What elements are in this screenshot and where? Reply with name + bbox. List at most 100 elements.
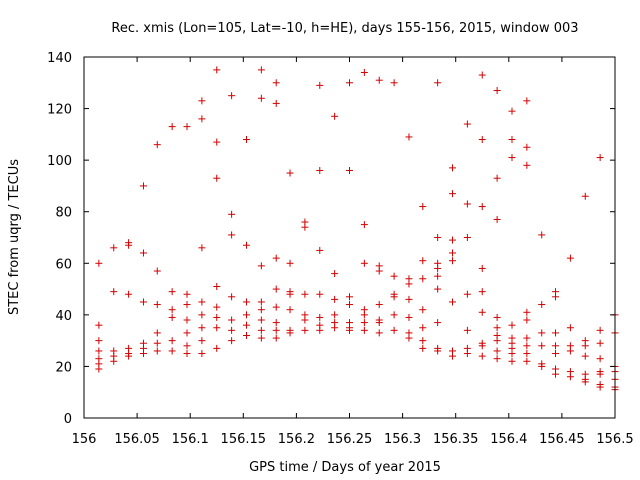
data-point-plus <box>125 290 133 298</box>
data-point-plus <box>523 350 531 358</box>
data-point-plus <box>523 316 531 324</box>
data-point-plus <box>463 326 471 334</box>
data-point-plus <box>183 329 191 337</box>
data-point-plus <box>419 306 427 314</box>
data-point-plus <box>228 231 236 239</box>
data-point-plus <box>566 373 574 381</box>
x-tick-label: 156.35 <box>433 432 479 447</box>
y-tick-label: 60 <box>55 257 72 272</box>
data-point-plus <box>390 293 398 301</box>
data-point-plus <box>272 285 280 293</box>
data-point-plus <box>213 174 221 182</box>
data-point-plus <box>596 383 604 391</box>
data-point-plus <box>493 174 501 182</box>
data-point-plus <box>596 154 604 162</box>
data-point-plus <box>139 182 147 190</box>
data-point-plus <box>508 357 516 365</box>
data-point-plus <box>316 290 324 298</box>
data-point-plus <box>213 303 221 311</box>
data-point-plus <box>463 234 471 241</box>
data-point-plus <box>198 311 206 319</box>
data-point-plus <box>168 288 176 296</box>
data-point-plus <box>213 66 221 74</box>
data-point-plus <box>257 66 265 74</box>
data-point-plus <box>272 254 280 262</box>
data-point-plus <box>110 288 118 296</box>
x-axis-label: GPS time / Days of year 2015 <box>249 460 441 475</box>
data-point-plus <box>228 337 236 345</box>
data-point-plus <box>272 99 280 107</box>
data-point-plus <box>493 313 501 321</box>
y-tick-label: 120 <box>47 103 72 118</box>
data-point-plus <box>552 350 560 358</box>
data-point-plus <box>110 357 118 365</box>
data-point-plus <box>375 329 383 337</box>
data-point-plus <box>346 301 353 309</box>
data-point-plus <box>538 329 546 337</box>
chart-title: Rec. xmis (Lon=105, Lat=-10, h=HE), days… <box>111 21 578 36</box>
data-point-plus <box>257 334 265 342</box>
data-point-plus <box>478 352 486 360</box>
data-point-plus <box>390 272 398 280</box>
data-point-plus <box>463 120 471 128</box>
data-point-plus <box>110 244 118 252</box>
data-point-plus <box>375 301 383 309</box>
data-point-plus <box>405 334 413 342</box>
data-point-plus <box>581 378 589 386</box>
data-point-plus <box>566 254 574 262</box>
data-point-plus <box>183 290 191 298</box>
data-point-plus <box>272 326 280 334</box>
x-tick-label: 156.3 <box>384 432 421 447</box>
data-point-plus <box>213 344 221 352</box>
data-point-plus <box>478 136 486 144</box>
data-point-plus <box>360 319 368 327</box>
data-point-plus <box>493 87 501 95</box>
data-point-plus <box>228 92 236 100</box>
data-point-plus <box>95 259 103 267</box>
data-point-plus <box>198 115 206 123</box>
data-point-plus <box>478 288 486 296</box>
data-point-plus <box>434 234 442 241</box>
data-point-plus <box>316 246 324 254</box>
data-point-plus <box>242 321 250 329</box>
data-point-plus <box>153 267 161 275</box>
data-point-plus <box>434 79 442 87</box>
data-point-plus <box>168 123 176 131</box>
data-point-plus <box>198 298 206 306</box>
data-point-plus <box>405 280 413 288</box>
data-point-plus <box>508 136 516 144</box>
data-point-plus <box>272 303 280 311</box>
data-point-plus <box>168 337 176 345</box>
data-point-plus <box>508 321 516 329</box>
data-point-plus <box>596 370 604 378</box>
data-point-plus <box>449 257 457 265</box>
data-point-plus <box>331 112 339 120</box>
data-point-plus <box>419 344 427 352</box>
data-point-plus <box>95 321 103 329</box>
data-point-plus <box>153 301 161 309</box>
data-point-plus <box>419 324 427 332</box>
data-point-plus <box>183 301 191 309</box>
data-point-plus <box>213 138 221 146</box>
plot-frame <box>83 56 616 419</box>
data-point-plus <box>139 298 147 306</box>
data-point-plus <box>183 342 191 350</box>
data-point-plus <box>552 370 560 378</box>
axis-ticks: 156 156.05 156.1 156.15 156.2 156.25 156.3 156.… <box>47 51 633 447</box>
data-point-plus <box>360 326 368 334</box>
data-point-plus <box>449 190 457 198</box>
data-point-plus <box>434 319 442 327</box>
data-point-plus <box>538 301 546 309</box>
data-point-plus <box>125 241 133 249</box>
data-point-plus <box>346 79 353 87</box>
data-point-plus <box>523 334 531 342</box>
data-point-plus <box>405 313 413 321</box>
data-point-plus <box>581 352 589 360</box>
data-point-plus <box>493 355 501 363</box>
data-point-plus <box>139 249 147 257</box>
data-point-plus <box>257 316 265 324</box>
data-point-plus <box>538 231 546 239</box>
y-tick-label: 100 <box>47 154 72 169</box>
data-points <box>95 66 619 394</box>
data-point-plus <box>478 71 486 79</box>
